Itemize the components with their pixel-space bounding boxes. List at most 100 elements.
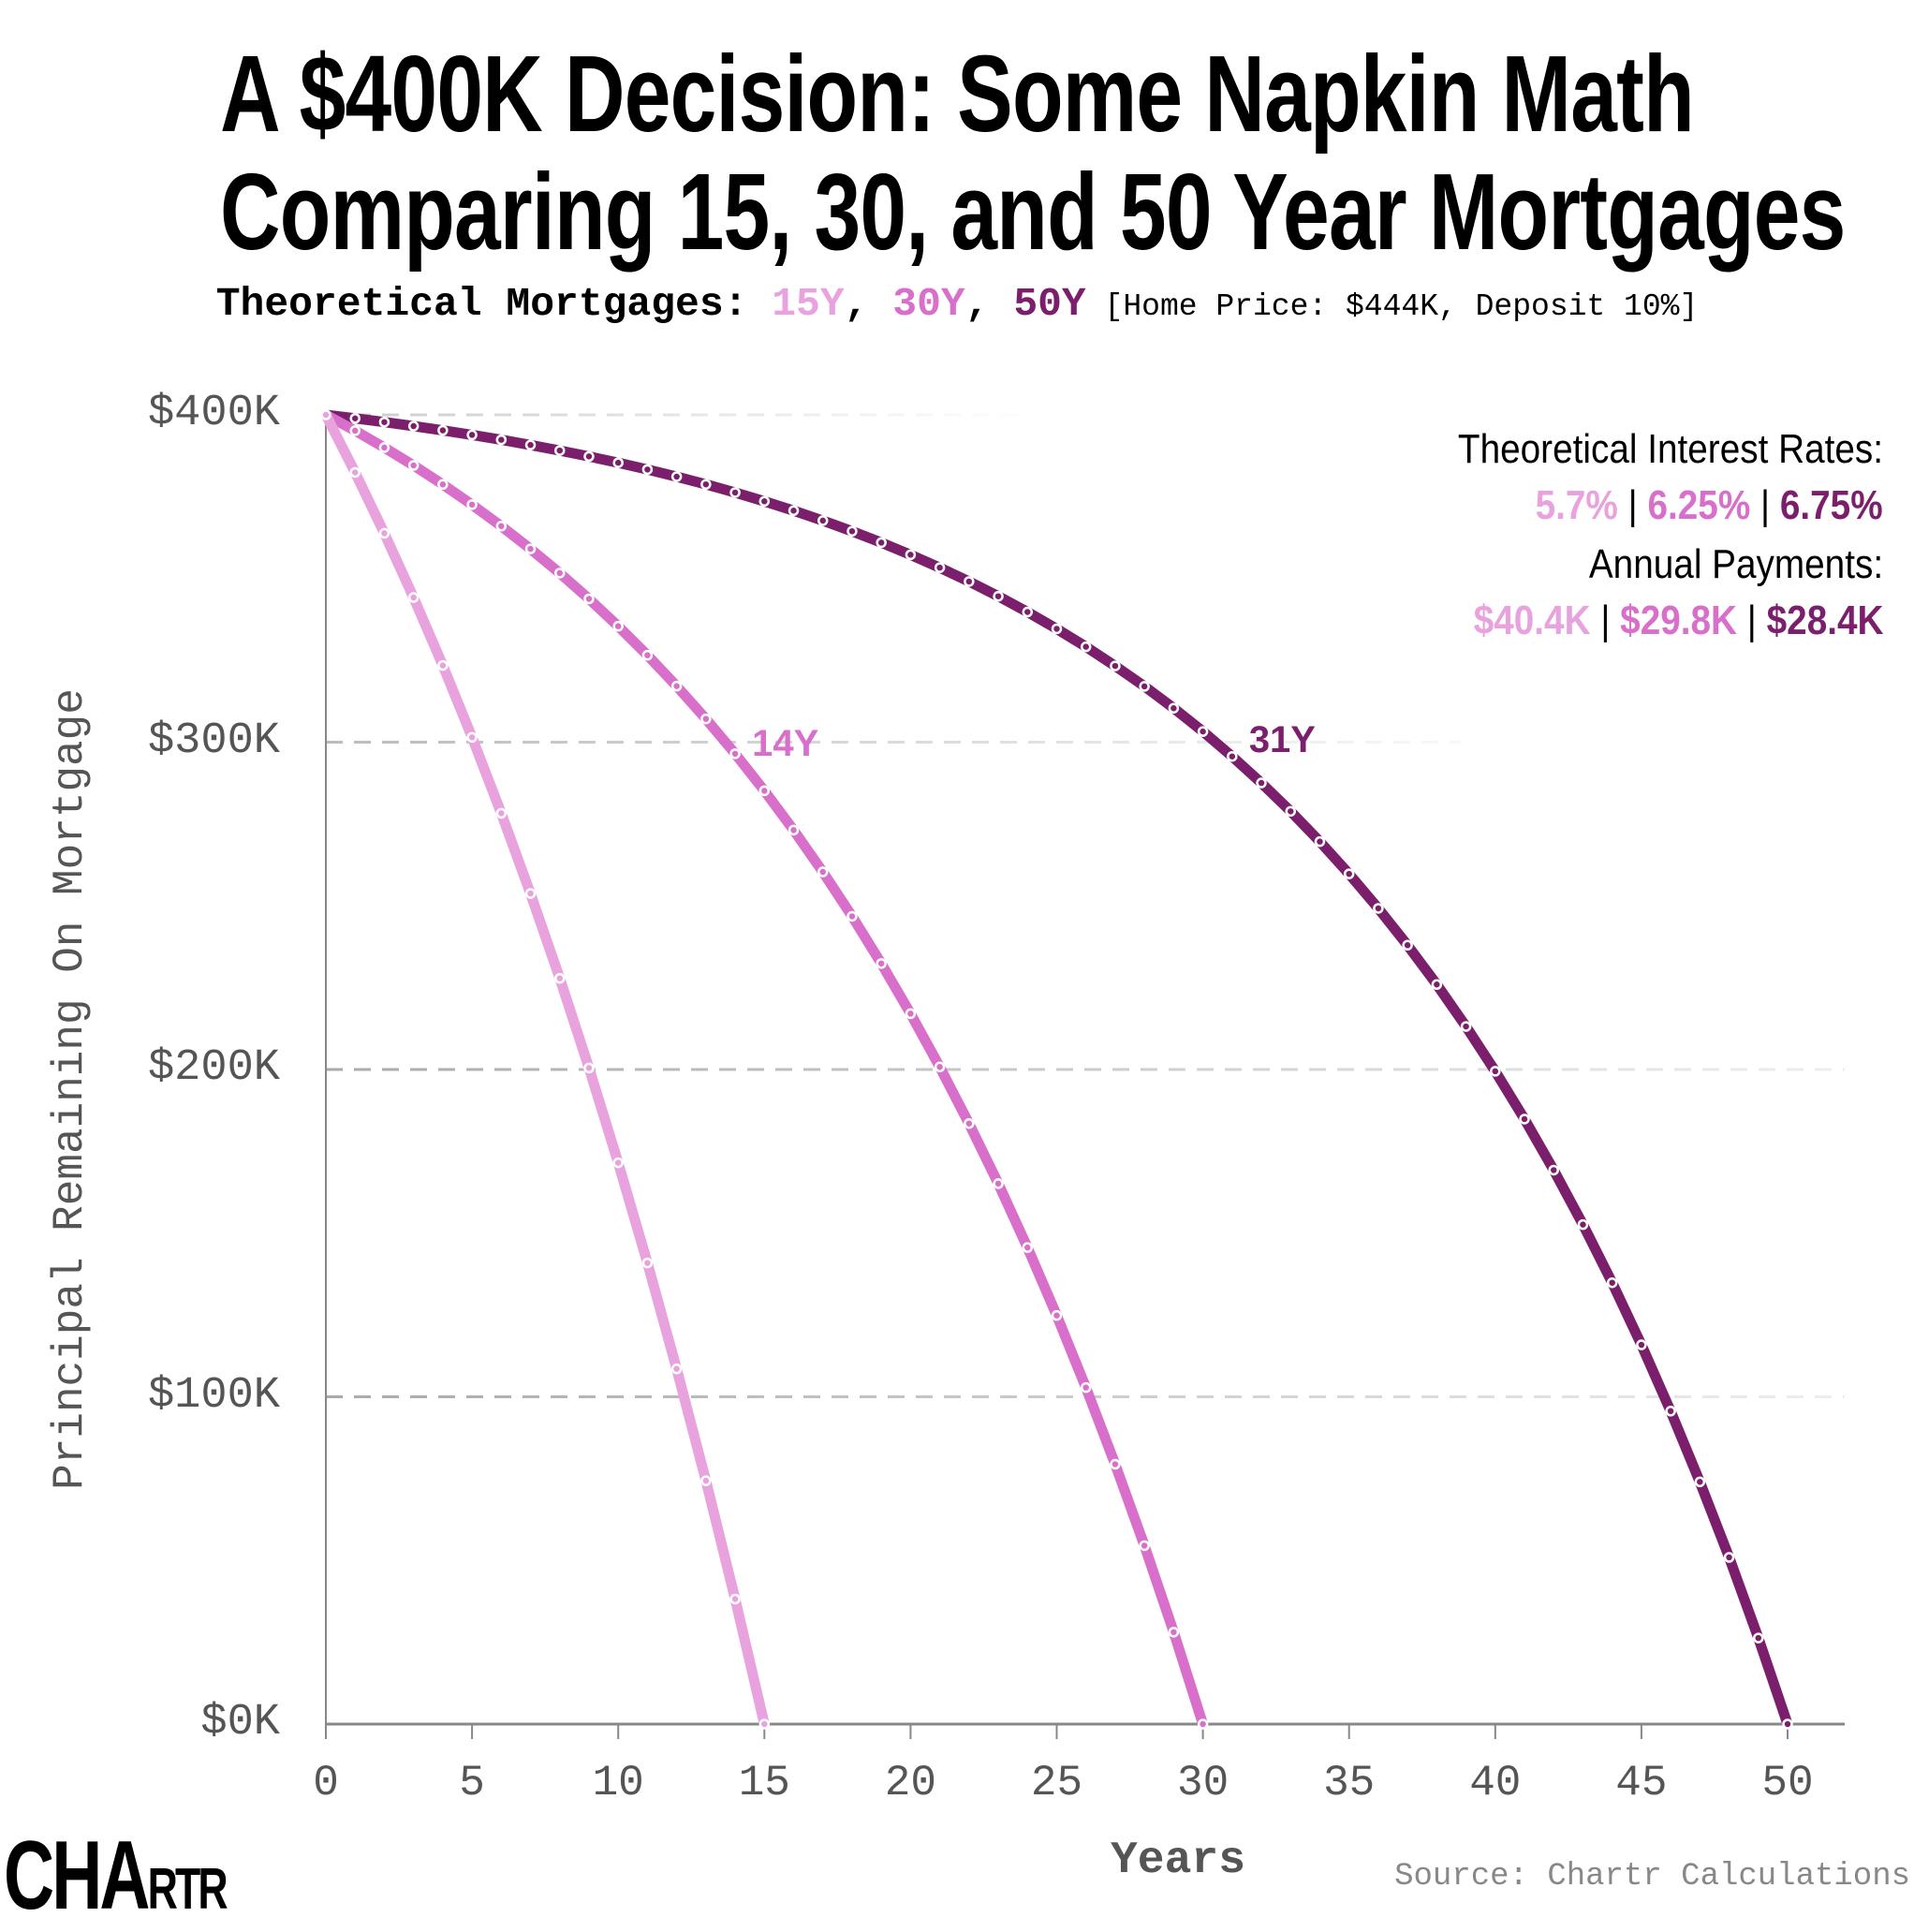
data-point-50Y	[1139, 681, 1150, 692]
x-tick-label: 50	[1761, 1759, 1814, 1807]
data-point-50Y	[1636, 1339, 1647, 1350]
data-point-50Y	[407, 420, 420, 432]
data-point-50Y	[378, 416, 390, 428]
separator: |	[1627, 482, 1639, 528]
data-point-50Y	[1110, 660, 1121, 671]
data-point-50Y	[1022, 606, 1034, 618]
data-point-30Y	[670, 680, 683, 692]
data-point-50Y	[1168, 702, 1180, 714]
data-point-50Y	[1373, 903, 1384, 914]
data-point-30Y	[700, 713, 712, 725]
data-point-30Y	[788, 824, 800, 836]
data-point-15Y	[670, 1363, 683, 1375]
data-point-30Y	[993, 1178, 1004, 1189]
data-point-50Y	[993, 590, 1004, 602]
data-point-30Y	[495, 521, 508, 532]
y-tick-label: $200K	[147, 1043, 280, 1093]
data-point-30Y	[1110, 1458, 1121, 1470]
data-point-15Y	[407, 592, 420, 603]
data-point-30Y	[554, 568, 566, 579]
x-tick-label: 35	[1323, 1759, 1376, 1807]
subtitle-sep: ,	[844, 281, 893, 327]
x-tick-label: 20	[884, 1759, 936, 1807]
y-tick-label: $300K	[147, 715, 280, 766]
x-tick-label: 45	[1615, 1759, 1668, 1807]
rate-30y: 6.25%	[1647, 482, 1751, 528]
data-point-50Y	[1343, 868, 1355, 879]
data-point-15Y	[612, 1157, 624, 1169]
data-point-30Y	[378, 442, 390, 453]
data-point-15Y	[320, 409, 331, 420]
data-point-50Y	[964, 576, 975, 587]
source-note: Source: Chartr Calculations	[1394, 1859, 1910, 1895]
data-point-15Y	[378, 527, 390, 539]
data-point-50Y	[1782, 1718, 1793, 1730]
data-point-30Y	[407, 460, 420, 471]
data-point-15Y	[349, 466, 361, 479]
separator: |	[1599, 597, 1610, 643]
subtitle-30y: 30Y	[892, 281, 965, 327]
subtitle-15y: 15Y	[772, 281, 845, 327]
data-point-30Y	[876, 958, 887, 969]
data-point-30Y	[641, 649, 654, 661]
data-point-50Y	[1197, 726, 1209, 737]
data-point-50Y	[554, 445, 566, 456]
annotation-14y: 14Y	[752, 723, 819, 765]
rate-50y: 6.75%	[1780, 482, 1883, 528]
legend-payments-label: Annual Payments:	[1588, 541, 1883, 587]
x-tick-label: 25	[1030, 1759, 1083, 1807]
data-point-50Y	[934, 562, 946, 573]
data-point-50Y	[729, 487, 741, 498]
data-point-50Y	[1051, 623, 1063, 635]
data-point-50Y	[612, 457, 624, 468]
x-tick-label: 0	[313, 1759, 339, 1807]
y-tick-label: $400K	[147, 389, 280, 438]
data-point-50Y	[700, 479, 712, 490]
data-point-50Y	[437, 424, 449, 436]
data-point-30Y	[1022, 1242, 1034, 1253]
subtitle-50y: 50Y	[1013, 281, 1086, 327]
data-point-50Y	[876, 537, 887, 549]
x-tick-label: 10	[592, 1759, 644, 1807]
data-point-50Y	[1285, 805, 1297, 818]
payment-50y: $28.4K	[1766, 597, 1883, 643]
data-point-30Y	[1080, 1381, 1092, 1394]
data-point-50Y	[817, 515, 829, 526]
data-point-15Y	[758, 1718, 771, 1730]
data-point-50Y	[641, 464, 654, 476]
data-point-50Y	[1431, 979, 1443, 991]
chart-title-line2: Comparing 15, 30, and 50 Year Mortgages	[220, 151, 1846, 273]
data-point-50Y	[670, 471, 683, 482]
subtitle-sep: ,	[964, 281, 1014, 327]
data-point-50Y	[1460, 1021, 1472, 1032]
y-axis-label: Principal Remaining On Mortgage	[46, 688, 95, 1490]
data-point-50Y	[1227, 750, 1238, 762]
x-tick-label: 5	[459, 1759, 485, 1807]
data-point-30Y	[612, 620, 624, 632]
payment-30y: $29.8K	[1619, 597, 1737, 643]
payment-15y: $40.4K	[1473, 597, 1591, 643]
separator: |	[1760, 482, 1771, 528]
data-point-15Y	[729, 1593, 741, 1605]
y-tick-label: $100K	[147, 1370, 280, 1421]
data-point-30Y	[1197, 1718, 1209, 1730]
legend-rates-label: Theoretical Interest Rates:	[1457, 426, 1883, 472]
data-point-30Y	[934, 1061, 946, 1073]
data-point-50Y	[788, 505, 800, 517]
data-point-50Y	[1606, 1276, 1618, 1289]
legend-payments: $40.4K | $29.8K | $28.4K	[1473, 597, 1883, 644]
data-point-15Y	[641, 1257, 654, 1269]
rate-15y: 5.7%	[1535, 482, 1619, 528]
separator: |	[1746, 597, 1757, 643]
data-point-50Y	[524, 439, 537, 450]
data-point-30Y	[1139, 1540, 1150, 1552]
data-point-30Y	[847, 910, 858, 922]
data-point-15Y	[583, 1062, 595, 1074]
data-point-30Y	[437, 479, 449, 491]
data-point-50Y	[1314, 835, 1326, 848]
data-point-30Y	[905, 1008, 917, 1020]
data-point-30Y	[964, 1117, 975, 1129]
data-point-50Y	[1519, 1113, 1530, 1125]
data-point-50Y	[1577, 1218, 1589, 1231]
data-point-30Y	[758, 785, 771, 797]
